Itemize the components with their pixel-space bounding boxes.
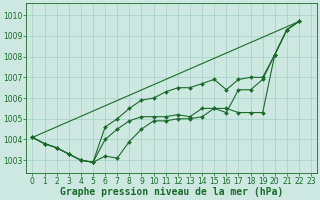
X-axis label: Graphe pression niveau de la mer (hPa): Graphe pression niveau de la mer (hPa) (60, 187, 284, 197)
